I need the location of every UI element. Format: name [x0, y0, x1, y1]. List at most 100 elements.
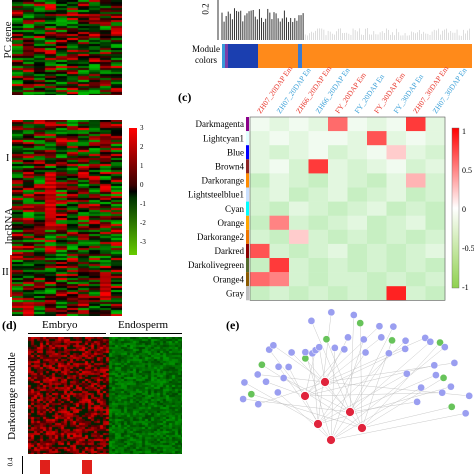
bar-ytick: 0.4 [6, 457, 15, 467]
network-edge [349, 326, 394, 413]
module-color-segment [225, 44, 228, 68]
heatmap-cell [308, 286, 329, 301]
lncrna-node [413, 398, 421, 406]
heatmap-cell [328, 272, 348, 287]
row-label: Orange [218, 218, 245, 228]
lncrna-node [402, 369, 411, 378]
heatmap-cell [308, 187, 329, 202]
network-edge [305, 358, 363, 429]
lncrna-node [344, 333, 352, 342]
heatmap-cell [289, 131, 309, 146]
heatmap-cell [367, 272, 387, 287]
heatmap-cell [347, 159, 368, 174]
module-color-segment [258, 44, 298, 68]
lncrna-node [301, 348, 310, 357]
network-edge [361, 406, 452, 429]
network-edge [244, 382, 319, 425]
network-edge [311, 320, 351, 413]
lncrna-node [465, 392, 474, 400]
network-edge [330, 339, 364, 441]
heatmap-cell [386, 258, 407, 273]
row-label: Blue [227, 147, 244, 157]
heatmap-cell [406, 131, 426, 146]
heatmap-cell [328, 131, 348, 146]
heatmap-cell [250, 131, 270, 146]
heatmap-cell [269, 286, 290, 301]
network-edge [278, 366, 332, 441]
lncrna-node [361, 348, 370, 357]
lncrna-node [307, 317, 316, 325]
darkorange-heatmap [28, 337, 182, 454]
heatmap-cell [425, 243, 446, 259]
module-color-segment [228, 44, 258, 68]
network-edge [291, 352, 351, 413]
network-edge [319, 347, 326, 383]
pc-gene-node [301, 354, 310, 363]
pc-gene-heatmap [12, 0, 122, 95]
heatmap-cell [347, 173, 368, 188]
heatmap-cell [250, 258, 270, 273]
row-color-swatch [246, 229, 249, 244]
network-edge [304, 326, 380, 397]
heatmap-cell [406, 286, 426, 301]
network-edge [261, 364, 363, 429]
heatmap-cell [386, 145, 407, 160]
lncrna-node [287, 348, 296, 357]
heatmap-cell [328, 215, 348, 231]
network-edge [330, 347, 336, 441]
lncrna-node [262, 377, 270, 386]
heatmap-cell [289, 215, 309, 231]
row-label: Darkolivegreen [188, 260, 244, 270]
pc-gene-node [247, 390, 256, 399]
colorbar-c-tick: 0.5 [462, 166, 472, 175]
network-edge [304, 392, 443, 397]
heatmap-cell [289, 173, 309, 188]
lncrna-node [327, 308, 336, 317]
lncrna-node [311, 346, 320, 355]
heatmap-cell [328, 229, 348, 245]
row-label: Darkred [215, 246, 245, 256]
network-edge [349, 314, 355, 413]
module-colors-label: Module colors [192, 44, 220, 65]
lncrna-node [447, 382, 455, 391]
row-color-swatch [246, 243, 249, 258]
network-edge [243, 398, 351, 413]
row-color-swatch [246, 286, 249, 301]
hub-node [299, 390, 311, 402]
heatmap-cell [367, 229, 387, 245]
module-color-segment [302, 44, 472, 68]
lncrna-node [389, 322, 398, 331]
heatmap-cell [289, 117, 309, 132]
network-edge [317, 352, 366, 425]
network-edge [330, 413, 466, 441]
module-color-bar [222, 44, 472, 68]
heatmap-cell [308, 201, 329, 216]
heatmap-cell [289, 243, 309, 259]
heatmap-cell [308, 145, 329, 160]
heatmap-cell [367, 215, 387, 231]
network-edge [288, 366, 319, 425]
colorbar-a-tick: 2 [140, 143, 144, 151]
heatmap-cell [425, 117, 446, 132]
lncrna-node [359, 335, 368, 344]
heatmap-cell [289, 159, 309, 174]
network-edge [330, 387, 422, 441]
heatmap-cell [347, 131, 368, 146]
heatmap-cell [425, 187, 446, 202]
network-edge [304, 350, 316, 397]
row-label: Orange4 [213, 274, 244, 284]
lncrna-node [315, 343, 324, 352]
heatmap-cell [347, 272, 368, 287]
heatmap-cell [250, 215, 270, 231]
heatmap-cell [269, 258, 290, 273]
colorbar-a-tick: -3 [140, 238, 146, 246]
network-edge [324, 362, 455, 383]
dendrogram-ytick: 0.2 [200, 3, 211, 15]
row-color-swatch [246, 215, 249, 230]
heatmap-cell [347, 117, 368, 132]
network-edge [265, 381, 306, 397]
heatmap-cell [386, 131, 407, 146]
lncrna-node [438, 388, 447, 397]
colorbar-c-tick: -0.5 [462, 244, 474, 253]
panel-c-label: (c) [178, 90, 192, 104]
